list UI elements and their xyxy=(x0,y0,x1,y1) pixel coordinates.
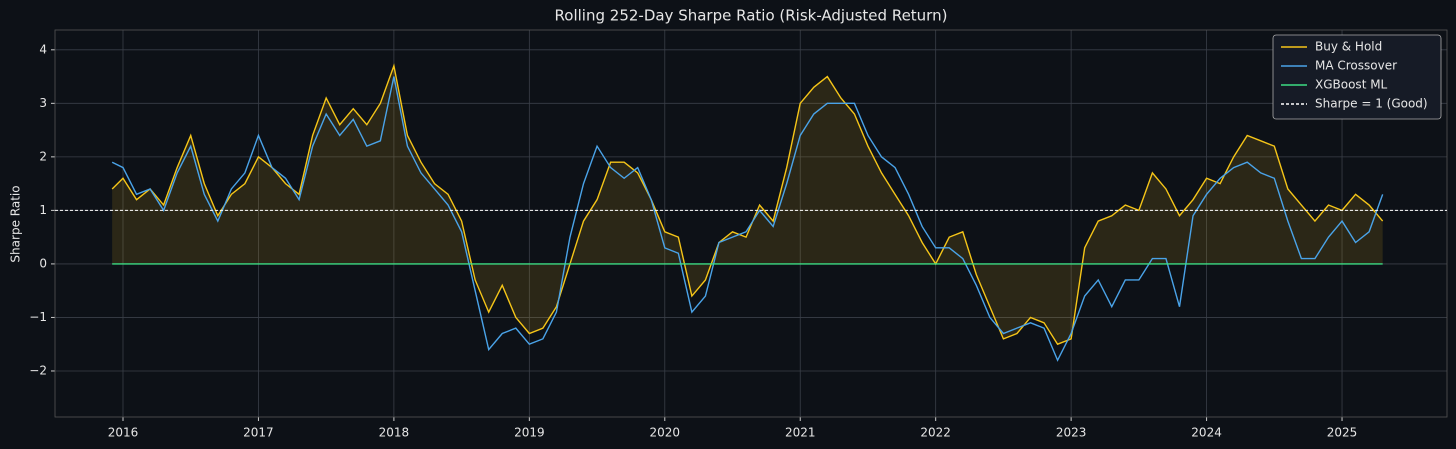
legend-box xyxy=(1272,34,1442,120)
y-tick-label: 4 xyxy=(39,42,47,56)
series-line xyxy=(111,63,1384,346)
x-tick-label: 2022 xyxy=(920,426,951,440)
x-tick-label: 2020 xyxy=(650,426,681,440)
x-tick-label: 2018 xyxy=(379,426,410,440)
x-tick-label: 2023 xyxy=(1056,426,1087,440)
plot-frame xyxy=(54,29,1448,418)
legend-label: Buy & Hold xyxy=(1315,40,1382,54)
y-tick-label: −1 xyxy=(29,310,47,324)
chart-title: Rolling 252-Day Sharpe Ratio (Risk-Adjus… xyxy=(555,7,948,25)
series-line xyxy=(111,76,1384,362)
x-tick-label: 2017 xyxy=(243,426,274,440)
x-tick-label: 2024 xyxy=(1191,426,1222,440)
legend-label: XGBoost ML xyxy=(1315,78,1388,92)
x-tick-label: 2021 xyxy=(785,426,816,440)
y-tick-label: 0 xyxy=(39,256,47,270)
x-tick-label: 2025 xyxy=(1327,426,1358,440)
y-axis-label: Sharpe Ratio xyxy=(9,185,23,262)
legend-label: Sharpe = 1 (Good) xyxy=(1315,97,1428,111)
legend: Buy & Hold MA Crossover XGBoost ML Sharpe =… xyxy=(1272,34,1442,120)
y-tick-label: 1 xyxy=(39,203,47,217)
area-fill xyxy=(112,65,1383,345)
y-tick-label: 2 xyxy=(39,149,47,163)
x-tick-label: 2019 xyxy=(514,426,545,440)
x-tick-label: 2016 xyxy=(108,426,139,440)
y-tick-label: −2 xyxy=(29,363,47,377)
y-tick-label: 3 xyxy=(39,96,47,110)
legend-label: MA Crossover xyxy=(1315,59,1397,73)
